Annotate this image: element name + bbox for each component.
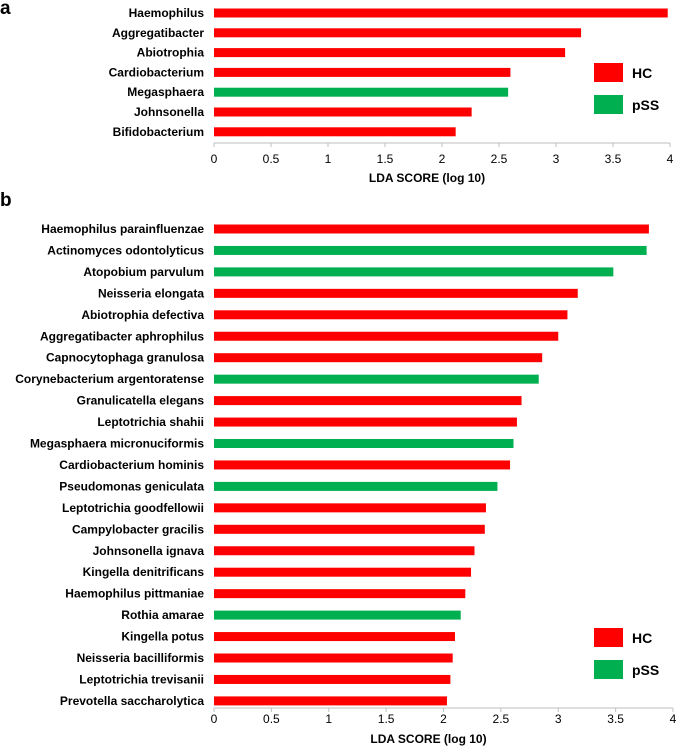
category-label: Kingella denitrificans (83, 565, 205, 579)
category-label: Neisseria bacilliformis (77, 651, 205, 665)
x-axis-label: LDA SCORE (log 10) (369, 171, 485, 185)
x-tick-label: 0 (211, 152, 218, 166)
category-label: Abiotrophia defectiva (81, 308, 204, 322)
x-tick-label: 4 (670, 712, 677, 726)
category-label: Granulicatella elegans (77, 394, 205, 408)
x-tick-label: 1 (325, 712, 332, 726)
legend-swatch-pss (594, 660, 623, 679)
bar-hc (214, 107, 472, 117)
category-label: Haemophilus (129, 6, 205, 20)
category-label: Haemophilus pittmaniae (65, 587, 204, 601)
x-tick-label: 2 (440, 712, 447, 726)
bar-hc (214, 48, 566, 58)
bar-hc (214, 28, 582, 38)
category-label: Campylobacter gracilis (72, 522, 204, 536)
category-label: Neisseria elongata (98, 286, 204, 300)
bar-hc (214, 524, 485, 534)
category-label: Prevotella saccharolytica (60, 694, 204, 708)
chart-panel-b: b Haemophilus parainfluenzae Actinomyces o… (0, 190, 677, 746)
bar-hc (214, 127, 456, 137)
bar-hc (214, 310, 568, 320)
legend-label-pss: pSS (632, 662, 659, 678)
legend-label-hc: HC (632, 65, 652, 81)
category-label: Aggregatibacter (112, 26, 204, 40)
bar-hc (214, 460, 511, 470)
bar-hc (214, 353, 543, 363)
bar-hc (214, 653, 453, 663)
bar-hc (214, 567, 472, 577)
category-label: Capnocytophaga granulosa (46, 351, 204, 365)
panel-label-a: a (0, 0, 11, 19)
category-label: Johnsonella (134, 105, 204, 119)
category-label: Kingella potus (121, 630, 204, 644)
category-label: Megasphaera (127, 85, 204, 99)
category-label: Johnsonella ignava (93, 544, 205, 558)
category-label: Abiotrophia (137, 46, 205, 60)
category-label: Corynebacterium argentoratense (15, 372, 204, 386)
category-label: Atopobium parvulum (83, 265, 204, 279)
legend-swatch-pss (594, 95, 623, 114)
category-label: Megasphaera micronuciformis (30, 437, 204, 451)
category-label: Leptotrichia shahii (97, 415, 204, 429)
category-label: Bifidobacterium (113, 125, 204, 139)
bar-hc (214, 67, 511, 77)
bar-hc (214, 632, 455, 642)
legend-swatch-hc (594, 628, 623, 647)
x-tick-label: 3 (555, 712, 562, 726)
category-label: Aggregatibacter aphrophilus (40, 329, 204, 343)
bar-hc (214, 546, 475, 556)
x-tick-label: 0.5 (263, 712, 280, 726)
bar-pss (214, 481, 498, 491)
x-tick-label: 0 (211, 712, 218, 726)
x-tick-label: 3 (553, 152, 560, 166)
bar-pss (214, 267, 614, 277)
bar-hc (214, 331, 559, 341)
bar-pss (214, 245, 647, 255)
panel-label-b: b (0, 190, 12, 211)
category-label: Pseudomonas geniculata (59, 479, 204, 493)
bar-hc (214, 288, 578, 298)
x-tick-label: 0.5 (263, 152, 280, 166)
bar-hc (214, 589, 466, 599)
bar-pss (214, 87, 509, 97)
category-label: Cardiobacterium (109, 65, 204, 79)
x-tick-label: 1.5 (377, 152, 394, 166)
bar-hc (214, 674, 451, 684)
x-tick-label: 2 (439, 152, 446, 166)
chart-panel-a: a Haemophilus Aggregatibacter Abiotrophia Ca… (0, 0, 674, 185)
category-label: Rothia amarae (121, 608, 204, 622)
bar-hc (214, 396, 522, 406)
legend-label-pss: pSS (632, 97, 659, 113)
x-tick-label: 2.5 (491, 152, 508, 166)
legend-label-hc: HC (632, 630, 652, 646)
bar-hc (214, 417, 517, 427)
bar-hc (214, 8, 668, 18)
category-label: Haemophilus parainfluenzae (41, 222, 204, 236)
bar-hc (214, 224, 649, 234)
x-tick-label: 1.5 (378, 712, 395, 726)
category-label: Leptotrichia goodfellowii (62, 501, 204, 515)
x-tick-label: 1 (325, 152, 332, 166)
category-label: Cardiobacterium hominis (59, 458, 204, 472)
bar-pss (214, 439, 514, 448)
category-label: Leptotrichia trevisanii (79, 672, 204, 686)
bar-hc (214, 696, 447, 706)
bar-pss (214, 374, 539, 384)
bar-hc (214, 503, 486, 513)
bar-pss (214, 610, 461, 620)
legend-swatch-hc (594, 63, 623, 82)
category-label: Actinomyces odontolyticus (47, 243, 204, 257)
x-tick-label: 4 (667, 152, 674, 166)
x-tick-label: 3.5 (605, 152, 622, 166)
x-tick-label: 3.5 (607, 712, 624, 726)
x-axis-label: LDA SCORE (log 10) (370, 732, 486, 746)
x-tick-label: 2.5 (493, 712, 510, 726)
